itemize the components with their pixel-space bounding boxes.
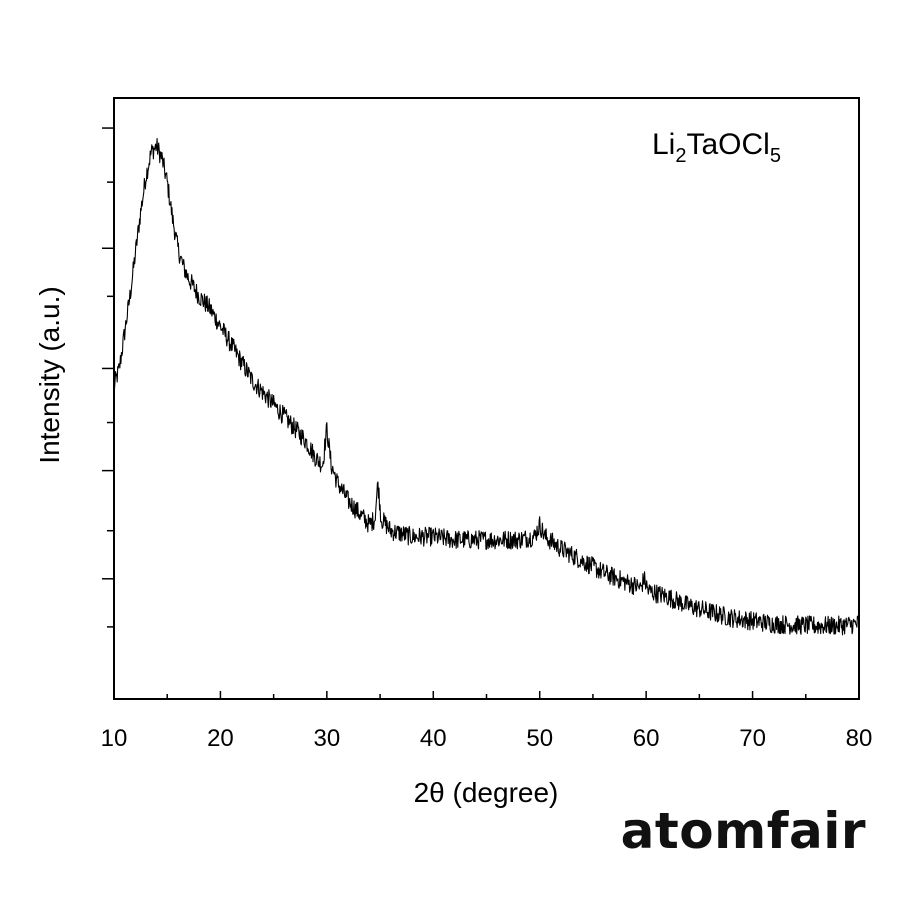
x-tick-label: 60 xyxy=(633,725,660,752)
x-tick-label: 10 xyxy=(101,725,128,752)
compound-label: Li2TaOCl5 xyxy=(652,128,781,167)
x-tick-label: 30 xyxy=(314,725,341,752)
compound-label-subscript-2: 5 xyxy=(770,145,781,167)
atomfair-logo: atomfair xyxy=(620,802,866,860)
x-tick-label: 80 xyxy=(846,725,873,752)
x-tick-label: 70 xyxy=(739,725,766,752)
intensity-series-line xyxy=(113,138,860,636)
x-tick-label: 50 xyxy=(526,725,553,752)
x-tick-label: 20 xyxy=(207,725,234,752)
compound-label-part-1: Li xyxy=(652,128,675,161)
plot-frame xyxy=(113,97,860,700)
x-tick-label: 40 xyxy=(420,725,447,752)
compound-label-part-2: TaOCl xyxy=(686,128,769,161)
x-axis-title: 2θ (degree) xyxy=(414,777,559,808)
y-axis-title: Intensity (a.u.) xyxy=(34,286,65,463)
compound-label-subscript-1: 2 xyxy=(675,145,686,167)
tick-labels-layer: 10 20 30 40 50 60 70 80 xyxy=(101,725,873,752)
